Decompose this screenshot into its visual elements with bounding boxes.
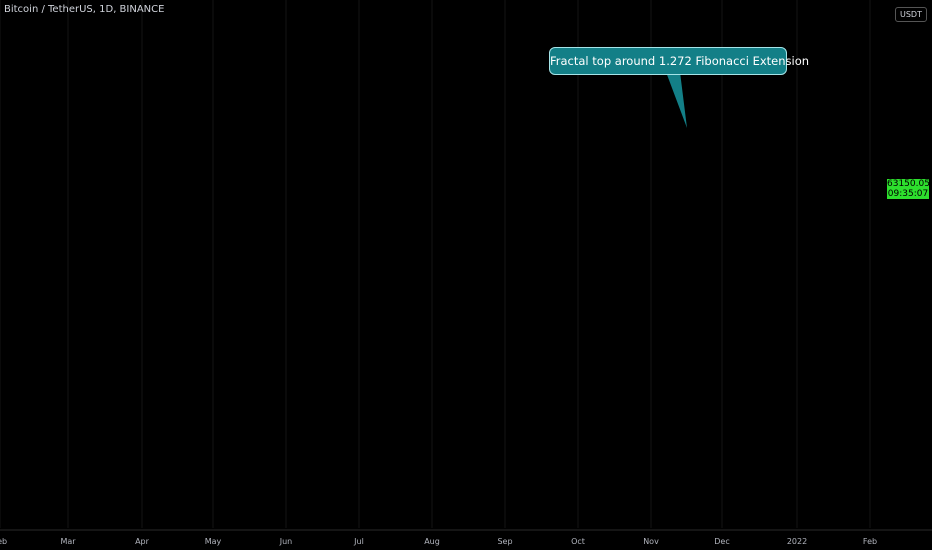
time-tick-label: Apr [135, 537, 150, 546]
time-tick-label: Nov [643, 537, 659, 546]
time-tick-label: Oct [571, 537, 585, 546]
time-axis-bg [0, 530, 888, 550]
time-tick-label: 2022 [787, 537, 807, 546]
time-tick-label: Dec [714, 537, 729, 546]
price-axis-bg [888, 0, 932, 550]
time-tick-label: Jul [353, 537, 364, 546]
time-axis[interactable]: Feb Mar Apr May Jun Jul Aug Sep Oct Nov Dec 2022 Feb [0, 529, 932, 550]
currency-badge[interactable]: USDT [895, 7, 927, 22]
last-price-tag: 63150.05 [887, 179, 930, 189]
time-tick-label: Mar [60, 537, 76, 546]
time-tick-label: May [205, 537, 222, 546]
grid [0, 0, 871, 528]
time-tick-label: Feb [863, 537, 877, 546]
time-tick-label: Aug [424, 537, 440, 546]
bar-countdown: 09:35:07 [887, 189, 929, 199]
symbol-title[interactable]: Bitcoin / TetherUS, 1D, BINANCE [4, 4, 165, 15]
time-tick-label: Sep [497, 537, 512, 546]
time-tick-label: Feb [0, 537, 7, 546]
annotation-pointer [666, 72, 687, 128]
time-tick-label: Jun [279, 537, 293, 546]
annotation-callout[interactable]: Fractal top around 1.272 Fibonacci Exten… [549, 47, 809, 75]
